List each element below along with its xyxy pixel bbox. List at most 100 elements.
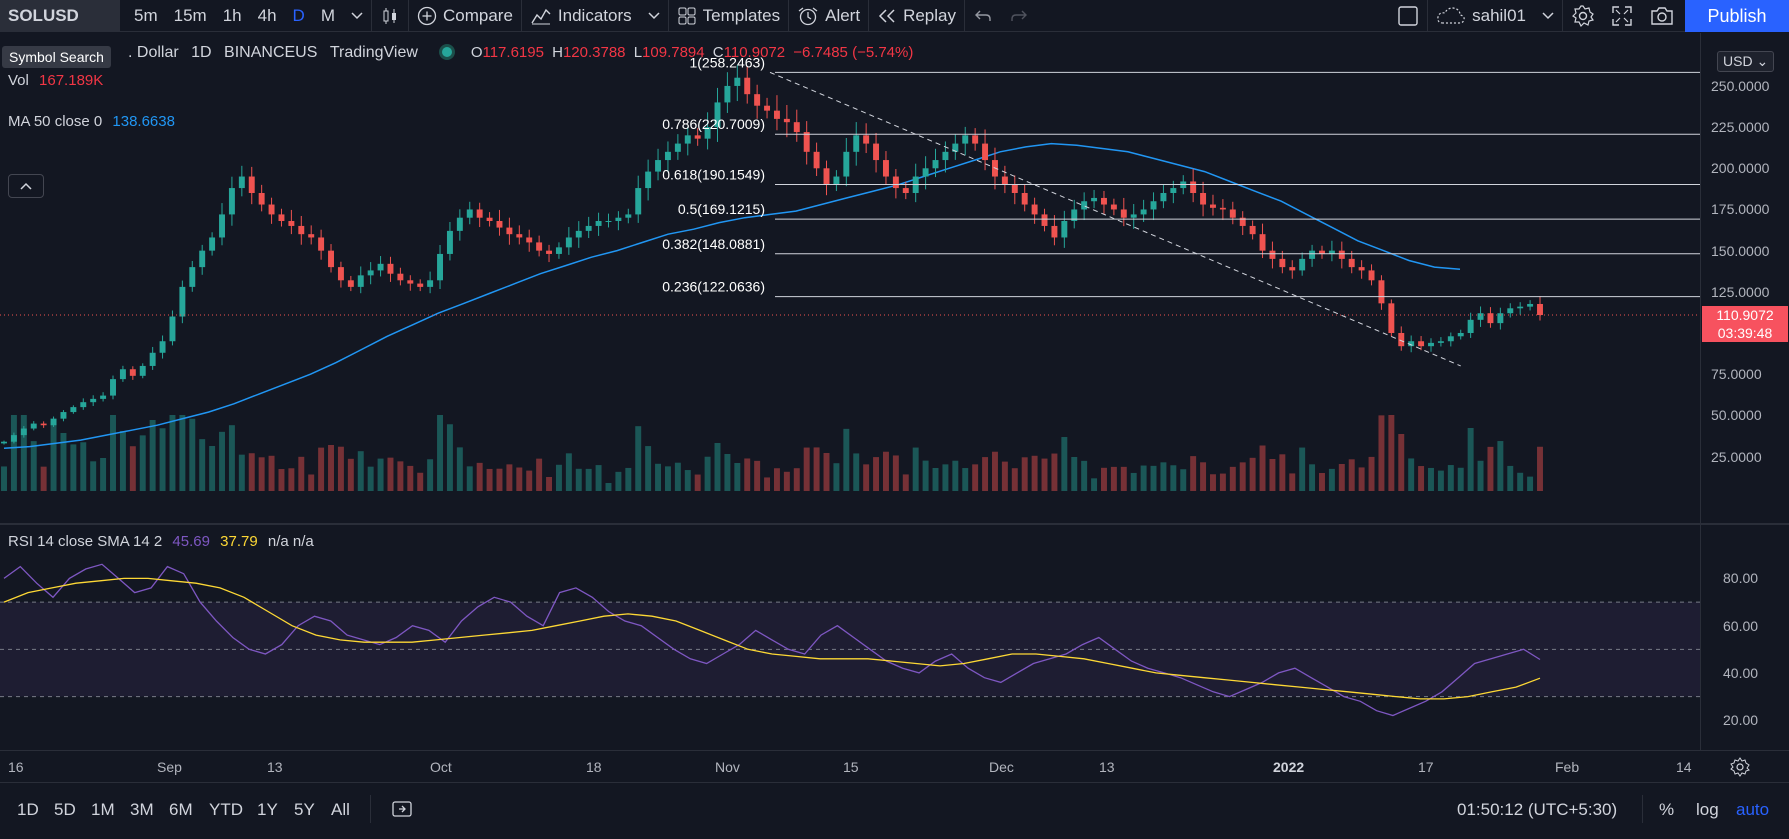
symbol-search-input[interactable]: SOLUSD xyxy=(0,0,120,32)
layout-square-icon[interactable] xyxy=(1389,0,1427,32)
replay-button[interactable]: Replay xyxy=(869,0,964,32)
range-ytd[interactable]: YTD xyxy=(209,800,243,819)
user-dropdown-chevron-icon[interactable] xyxy=(1534,0,1562,32)
indicators-dropdown-chevron-icon[interactable] xyxy=(640,0,668,32)
range-3m[interactable]: 3M xyxy=(130,800,154,819)
interval-5m[interactable]: 5m xyxy=(134,5,158,25)
volume-bar xyxy=(1279,454,1286,491)
volume-bar xyxy=(1497,441,1504,491)
candlestick-chart[interactable]: 1(258.2463) 0.786(220.7009) 0.618(190.1549… xyxy=(0,33,1700,523)
price-axis[interactable]: USD ⌄ 250.0000 225.0000 200.0000 175.0000 15… xyxy=(1700,33,1789,750)
candle-body xyxy=(674,143,681,152)
interval-4h[interactable]: 4h xyxy=(257,5,277,25)
volume-bar xyxy=(853,453,860,491)
candle-body xyxy=(853,135,860,152)
auto-toggle[interactable]: auto xyxy=(1736,800,1770,819)
range-5y[interactable]: 5Y xyxy=(294,800,315,819)
range-6m[interactable]: 6M xyxy=(169,800,193,819)
volume-bar xyxy=(1437,470,1444,491)
user-layout-button[interactable]: sahil01 xyxy=(1428,0,1534,32)
percent-toggle[interactable]: % xyxy=(1659,800,1675,819)
candle-body xyxy=(1348,258,1355,268)
candle-body xyxy=(1437,341,1444,343)
candle-body xyxy=(1021,193,1028,205)
redo-icon[interactable] xyxy=(1001,0,1037,32)
snapshot-camera-icon[interactable] xyxy=(1641,0,1683,32)
legend-collapse-chevron-up-icon[interactable] xyxy=(8,174,44,198)
candle-body xyxy=(169,316,176,342)
interval-15m[interactable]: 15m xyxy=(173,5,207,25)
pane-divider[interactable] xyxy=(0,523,1789,525)
templates-button[interactable]: Templates xyxy=(669,0,788,32)
goto-date-icon[interactable] xyxy=(391,799,413,823)
fullscreen-icon[interactable] xyxy=(1603,0,1641,32)
candle-body xyxy=(258,193,265,205)
alert-button[interactable]: Alert xyxy=(789,0,868,32)
candle-body xyxy=(1001,176,1008,185)
volume-bar xyxy=(219,431,225,491)
currency-label: USD xyxy=(1723,53,1753,69)
candle-body xyxy=(645,171,652,189)
interval-1h[interactable]: 1h xyxy=(222,5,242,25)
last-price-tag: 110.9072 03:39:48 xyxy=(1702,306,1788,343)
range-1m[interactable]: 1M xyxy=(91,800,115,819)
candle-body xyxy=(159,341,166,353)
clock-timezone[interactable]: 01:50:12 (UTC+5:30) xyxy=(1457,800,1618,819)
candle-body xyxy=(1081,201,1088,210)
undo-icon[interactable] xyxy=(965,0,1001,32)
fib-level-label: 1(258.2463) xyxy=(689,54,765,70)
divider xyxy=(371,0,372,32)
candle-body xyxy=(486,217,493,221)
range-5d[interactable]: 5D xyxy=(54,800,76,819)
axis-settings-gear-icon[interactable] xyxy=(1730,757,1750,781)
compare-button[interactable]: Compare xyxy=(409,0,521,32)
volume-bar xyxy=(50,421,57,491)
vol-value: 167.189K xyxy=(39,72,104,89)
price-chart-pane[interactable]: 1(258.2463) 0.786(220.7009) 0.618(190.1549… xyxy=(0,33,1700,523)
chart-type-candles-icon[interactable] xyxy=(372,0,408,32)
currency-select[interactable]: USD ⌄ xyxy=(1717,51,1775,72)
candle-body xyxy=(932,160,939,169)
rsi-chart[interactable] xyxy=(0,525,1700,750)
range-all[interactable]: All xyxy=(331,800,350,819)
volume-bar xyxy=(902,474,909,491)
interval-d[interactable]: D xyxy=(292,5,305,25)
time-axis[interactable]: 16 Sep 13 Oct 18 Nov 15 Dec 13 2022 17 Feb 14 xyxy=(0,750,1789,782)
candle-body xyxy=(595,221,602,226)
divider xyxy=(788,0,790,32)
legend-change: −6.7485 (−5.74%) xyxy=(793,44,914,61)
time-tick-label: Feb xyxy=(1555,759,1580,775)
candle-body xyxy=(149,352,156,366)
volume-bar xyxy=(1170,465,1177,491)
rsi-value: 45.69 xyxy=(172,533,210,550)
candle-body xyxy=(20,428,27,436)
volume-bar xyxy=(1527,476,1534,491)
rsi-pane[interactable]: RSI 14 close SMA 14 2 45.69 37.79 n/a n/… xyxy=(0,525,1700,750)
volume-bar xyxy=(575,468,582,491)
range-1y[interactable]: 1Y xyxy=(257,800,278,819)
candle-body xyxy=(308,234,315,238)
volume-bar xyxy=(1071,457,1078,491)
volume-bar xyxy=(100,458,107,491)
candle-body xyxy=(813,151,820,169)
volume-bar xyxy=(1537,446,1543,491)
log-toggle[interactable]: log xyxy=(1696,800,1719,819)
volume-bar xyxy=(1338,464,1345,491)
candle-body xyxy=(238,176,245,189)
trend-line xyxy=(769,71,1461,367)
plus-circle-icon xyxy=(417,6,437,26)
volume-bar xyxy=(347,458,354,491)
candle-body xyxy=(972,135,979,144)
indicators-button[interactable]: Indicators xyxy=(522,0,640,32)
interval-dropdown-chevron-icon[interactable] xyxy=(343,0,371,32)
volume-bar xyxy=(377,458,384,491)
range-1d[interactable]: 1D xyxy=(17,800,39,819)
volume-bar xyxy=(1487,446,1494,491)
candle-body xyxy=(724,85,731,103)
settings-gear-icon[interactable] xyxy=(1563,0,1603,32)
interval-m[interactable]: M xyxy=(320,5,335,25)
publish-button[interactable]: Publish xyxy=(1685,0,1789,32)
candle-body xyxy=(1289,267,1296,271)
legend-low: 109.7894 xyxy=(642,44,705,61)
volume-bar xyxy=(1081,460,1088,491)
